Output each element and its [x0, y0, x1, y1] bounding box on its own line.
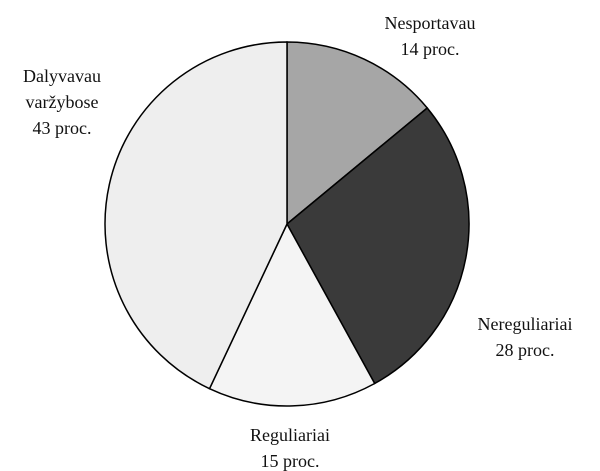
value-label: 43 proc.: [33, 118, 92, 138]
value-label: 28 proc.: [496, 340, 555, 360]
slice-label: Dalyvavau varžybose 43 proc.: [23, 66, 101, 138]
pie-slice: [286, 41, 429, 226]
category-label: varžybose: [26, 92, 99, 112]
category-label: Nesportavau: [385, 13, 476, 33]
pie-slice: [208, 222, 376, 407]
slice-label: Reguliariai 15 proc.: [250, 425, 330, 471]
value-label: 14 proc.: [401, 39, 460, 59]
category-label: Reguliariai: [250, 425, 330, 445]
pie-slice: [104, 41, 288, 390]
pie-slice: [286, 106, 470, 385]
category-label: Dalyvavau: [23, 66, 101, 86]
category-label: Nereguliariai: [478, 314, 573, 334]
value-label: 15 proc.: [261, 451, 320, 471]
slice-label: Nereguliariai 28 proc.: [478, 314, 573, 360]
slice-label: Nesportavau 14 proc.: [385, 13, 476, 59]
